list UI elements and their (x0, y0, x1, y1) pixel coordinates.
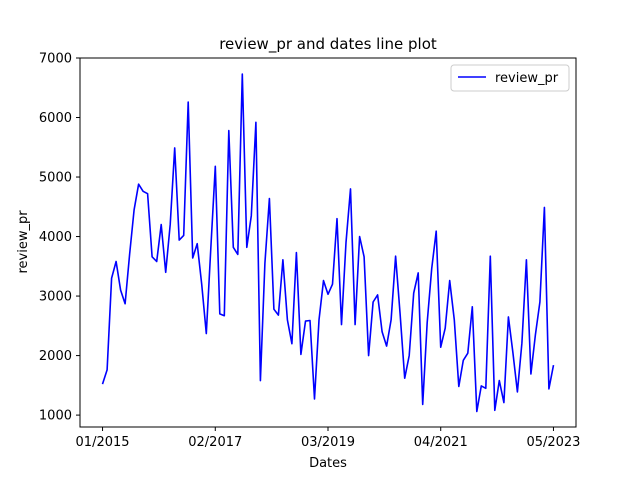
chart-title: review_pr and dates line plot (219, 35, 437, 54)
x-tick-label: 04/2021 (414, 435, 468, 450)
series-line-review-pr (101, 73, 555, 413)
x-tick-label: 03/2019 (301, 435, 355, 450)
x-axis-label: Dates (309, 456, 347, 471)
x-axis-ticks: 01/2015 02/2017 03/2019 04/2021 05/2023 (76, 427, 580, 450)
plot-frame (79, 57, 577, 428)
y-tick-label: 2000 (39, 349, 72, 364)
y-tick-label: 5000 (39, 171, 72, 186)
y-tick-label: 3000 (39, 290, 72, 305)
x-tick-label: 05/2023 (526, 435, 580, 450)
legend-box (450, 64, 570, 92)
y-tick-label: 4000 (39, 230, 72, 245)
legend-label: review_pr (495, 71, 559, 86)
y-tick-label: 6000 (39, 111, 72, 126)
legend: review_pr (450, 64, 570, 92)
y-axis-ticks: 1000 2000 3000 4000 5000 6000 7000 (39, 52, 80, 424)
y-axis-label: review_pr (16, 210, 31, 274)
y-tick-label: 7000 (39, 52, 72, 67)
y-tick-label: 1000 (39, 409, 72, 424)
plot-area (80, 58, 576, 427)
x-tick-label: 01/2015 (76, 435, 130, 450)
x-tick-label: 02/2017 (188, 435, 242, 450)
